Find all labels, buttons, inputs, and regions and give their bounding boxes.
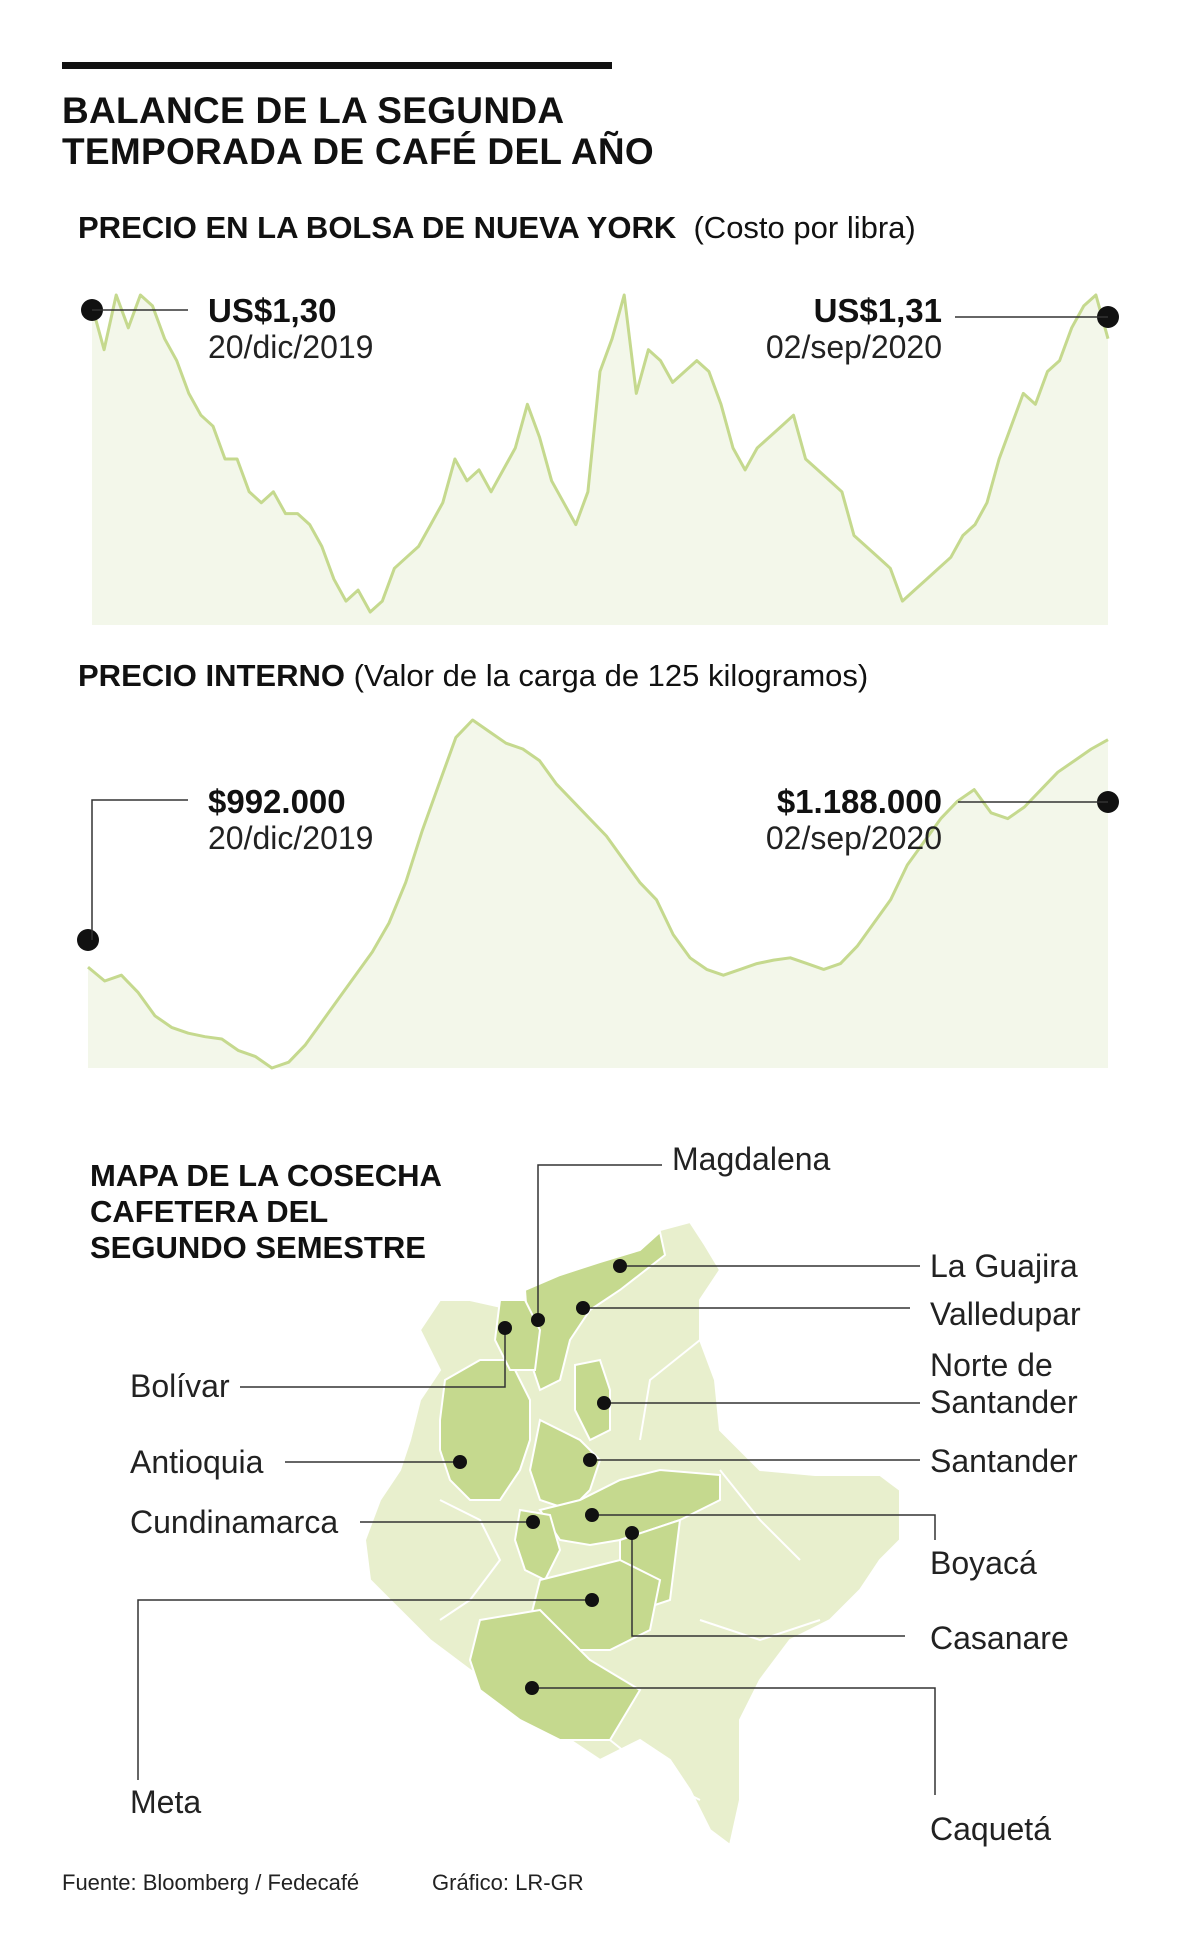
start-point <box>77 929 99 951</box>
end-value-label: US$1,31 <box>814 292 942 329</box>
start-value-label: US$1,30 <box>208 292 336 329</box>
leader-boyaca <box>592 1514 936 1540</box>
map-border-4 <box>609 1739 701 1801</box>
end-value-label: $1.188.000 <box>777 783 942 820</box>
map-title-line-2: CAFETERA DEL <box>90 1194 329 1229</box>
leader-santander-dot <box>583 1453 597 1467</box>
region-caqueta <box>468 1608 642 1741</box>
chart2-heading: PRECIO INTERNO (Valor de la carga de 125… <box>78 658 868 694</box>
label-la-guajira: La Guajira <box>930 1248 1078 1284</box>
leader-antioquia-dot <box>453 1455 467 1469</box>
chart1-subtitle: (Costo por libra) <box>693 210 916 245</box>
leader-meta-dot <box>585 1593 599 1607</box>
chart1-title: PRECIO EN LA BOLSA DE NUEVA YORK <box>78 210 677 245</box>
leader-magdalena-dot <box>531 1313 545 1327</box>
label-casanare: Casanare <box>930 1620 1069 1656</box>
leader-casanare <box>631 1533 905 1637</box>
chart2-subtitle: (Valor de la carga de 125 kilogramos) <box>353 658 869 693</box>
title-rule <box>62 62 612 69</box>
label-meta: Meta <box>130 1784 201 1820</box>
leader-cundinamarca-dot <box>526 1515 540 1529</box>
leader-bolivar <box>240 1328 506 1388</box>
title-line-1: BALANCE DE LA SEGUNDA <box>62 90 565 131</box>
leader-la-guajira-dot <box>613 1259 627 1273</box>
footer-credit: Gráfico: LR-GR <box>432 1870 584 1895</box>
chart-line <box>90 293 1110 614</box>
label-antioquia: Antioquia <box>130 1444 264 1480</box>
leader-norte-santander-dot <box>597 1396 611 1410</box>
region-magdalena-guajira <box>523 1230 667 1392</box>
end-date-label: 02/sep/2020 <box>766 820 942 856</box>
chart2-title: PRECIO INTERNO <box>78 658 345 693</box>
start-date-label: 20/dic/2019 <box>208 820 373 856</box>
leader-caqueta <box>532 1687 936 1795</box>
region-boyaca <box>538 1468 721 1547</box>
map-border-3 <box>699 1619 821 1642</box>
chart-line <box>87 718 1109 1070</box>
footer-source: Fuente: Bloomberg / Fedecafé <box>62 1870 360 1895</box>
region-norte-santander <box>574 1358 611 1442</box>
label-magdalena: Magdalena <box>672 1141 831 1177</box>
leader-valledupar-dot <box>576 1301 590 1315</box>
start-leader <box>91 799 188 940</box>
start-value-label: $992.000 <box>208 783 346 820</box>
label-valledupar: Valledupar <box>930 1296 1081 1332</box>
leader-meta <box>137 1599 592 1780</box>
map-border-1 <box>639 1339 701 1441</box>
map-title-line-1: MAPA DE LA COSECHA <box>90 1158 442 1193</box>
map-title: MAPA DE LA COSECHA CAFETERA DEL SEGUNDO … <box>90 1158 510 1266</box>
start-date-label: 20/dic/2019 <box>208 329 373 365</box>
leader-magdalena <box>537 1164 662 1320</box>
leader-casanare-dot <box>625 1526 639 1540</box>
chart1-heading: PRECIO EN LA BOLSA DE NUEVA YORK (Costo … <box>78 210 916 246</box>
chart-area-fill <box>92 295 1108 625</box>
leader-caqueta-dot <box>525 1681 539 1695</box>
title-line-2: TEMPORADA DE CAFÉ DEL AÑO <box>62 131 654 172</box>
map-border-2 <box>719 1469 801 1561</box>
region-bolivar <box>493 1299 542 1371</box>
map-title-line-3: SEGUNDO SEMESTRE <box>90 1230 426 1265</box>
map-border-0 <box>439 1499 502 1621</box>
label-cundinamarca: Cundinamarca <box>130 1504 338 1540</box>
leader-bolivar-dot <box>498 1321 512 1335</box>
label-caqueta: Caquetá <box>930 1811 1051 1847</box>
leader-boyaca-dot <box>585 1508 599 1522</box>
label-boyaca: Boyacá <box>930 1545 1037 1581</box>
end-date-label: 02/sep/2020 <box>766 329 942 365</box>
label-santander-ns: Santander <box>930 1384 1078 1420</box>
label-norte-de: Norte de <box>930 1347 1053 1383</box>
label-bolivar: Bolívar <box>130 1368 230 1404</box>
chart-area-fill <box>88 720 1108 1068</box>
label-santander: Santander <box>930 1443 1078 1479</box>
page-title: BALANCE DE LA SEGUNDA TEMPORADA DE CAFÉ … <box>62 90 762 172</box>
